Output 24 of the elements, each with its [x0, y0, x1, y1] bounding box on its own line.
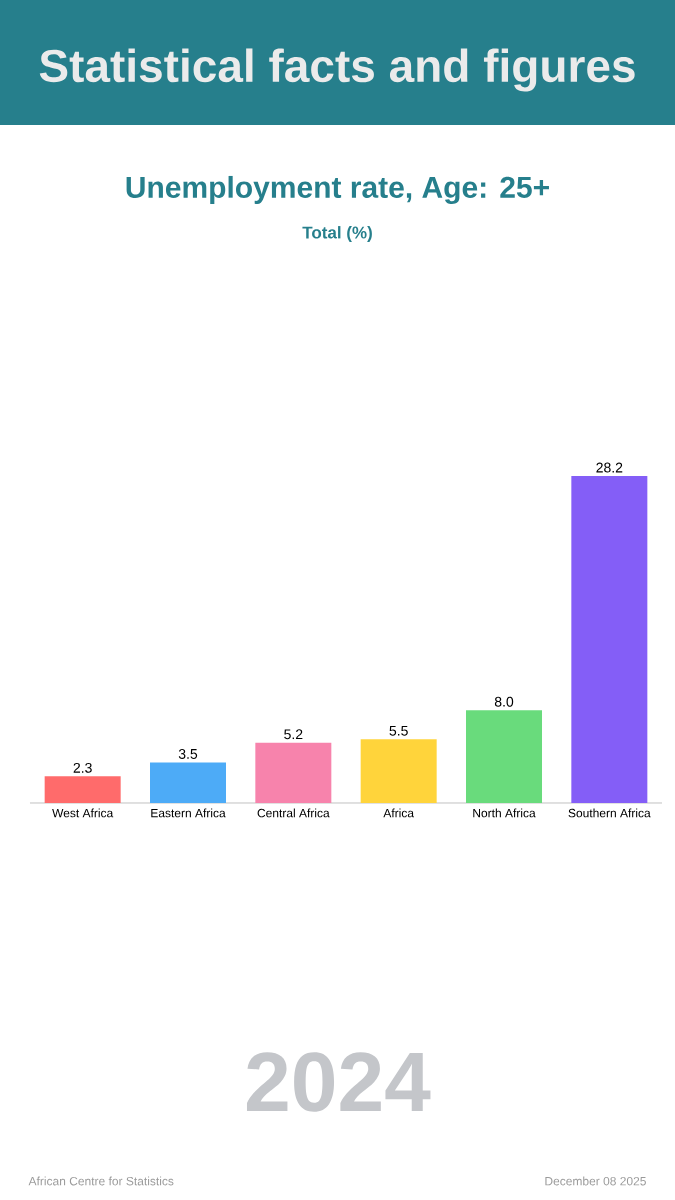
x-tick-label: West Africa: [52, 808, 114, 818]
bar: [466, 710, 542, 803]
text: 2024: [246, 1052, 431, 1112]
text: December 08 2025: [545, 1176, 646, 1186]
bar: [150, 762, 226, 803]
chart-subtitle: Total (%): [302, 226, 372, 242]
text: Statistical facts and figures: [39, 48, 635, 92]
bar: [44, 776, 121, 803]
x-tick-label: Central Africa: [257, 808, 330, 818]
data-label: 28.2: [596, 462, 623, 473]
x-tick-label: Africa: [383, 808, 414, 818]
data-label: 3.5: [178, 748, 198, 759]
x-tick-label: Eastern Africa: [151, 808, 226, 818]
data-label: 5.2: [284, 729, 303, 740]
bar: [360, 739, 437, 803]
x-tick-label: North Africa: [473, 808, 536, 818]
text: African Centre for Statistics: [28, 1176, 174, 1186]
chart-title: Unemployment rate, Age: 25+: [126, 175, 549, 205]
data-label: 2.3: [73, 762, 92, 773]
data-label: 8.0: [494, 696, 514, 707]
x-tick-label: Southern Africa: [568, 808, 651, 818]
bar: [255, 742, 332, 803]
bar: [571, 476, 648, 803]
data-label: 5.5: [389, 725, 408, 736]
